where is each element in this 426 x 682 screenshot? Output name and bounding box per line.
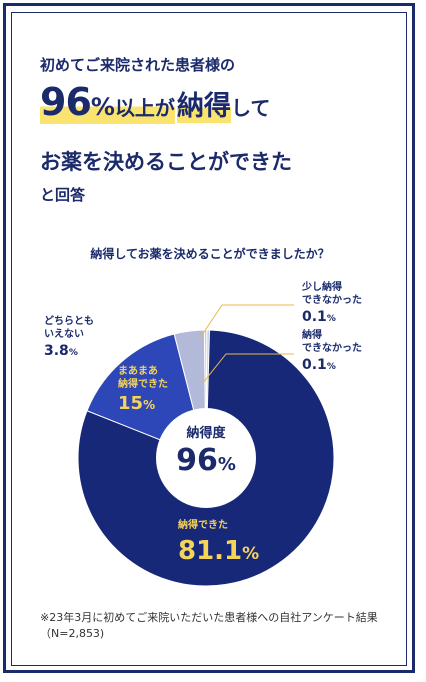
slice-label: 納得できた 81.1% [178,520,259,567]
slice-value: 15% [118,393,168,416]
center-value: 96% [156,442,256,480]
donut-hole [156,408,256,508]
center-label: 納得度 96% [156,426,256,480]
inner-frame [11,12,407,666]
center-value-unit: % [217,454,236,476]
footnote: ※23年3月に初めてご来院いただいた患者様への自社アンケート結果（N=2,853… [40,611,378,640]
slice-label-text: 少し納得 [302,282,342,293]
chart-title: 納得してお薬を決めることができましたか？ [90,247,330,261]
slice-value-unit: % [326,362,336,372]
headline-line2: 96%以上が 納得 して [40,80,270,124]
slice-label-text: できなかった [302,294,362,306]
slice-label-text: どちらとも [44,316,94,327]
center-value-number: 96 [176,443,218,479]
slice-label-text: できなかった [302,342,362,354]
slice-label-text: いえない [44,328,84,340]
slice-label-text: 納得できた [118,378,168,390]
slice-value: 0.1% [302,309,362,327]
slice-value-number: 3.8 [44,343,69,359]
headline-above: 以上が [114,96,175,120]
headline-line1: 初めてご来院された患者様の [40,56,236,74]
slice-value-unit: % [326,314,336,324]
headline-keyword: 納得 [176,91,231,122]
slice-label: 少し納得 できなかった 0.1% [302,282,362,327]
slice-value-unit: % [68,348,78,358]
headline-shite: して [230,96,271,120]
center-title: 納得度 [186,426,226,441]
slice-label: 納得 できなかった 0.1% [302,330,362,375]
slice-label-text: 納得 [302,330,322,341]
slice-value-number: 81.1 [178,535,243,566]
slice-label-text: 納得できた [178,520,228,531]
slice-value-unit: % [242,543,260,564]
headline-line3: お薬を決めることができた [40,150,292,174]
slice-value-number: 0.1 [302,309,327,325]
slice-label-text: まあまあ [118,366,158,377]
headline-percent: 96 [40,80,92,124]
leader-line [199,304,294,339]
headline-highlight: 96%以上が [40,80,175,124]
slice-value-number: 15 [118,393,144,414]
slice-label: どちらとも いえない 3.8% [44,316,94,361]
slice-value: 3.8% [44,343,94,361]
outer-frame [3,3,415,673]
slice-value: 81.1% [178,535,259,568]
headline-line4: と回答 [40,186,86,204]
headline-keyword-highlight: 納得 [176,84,231,123]
slice-value-number: 0.1 [302,357,327,373]
slice-value: 0.1% [302,357,362,375]
slice-label: まあまあ 納得できた 15% [118,366,168,416]
slice-value-unit: % [143,398,156,412]
headline-percent-sign: % [90,93,115,121]
leader-line [201,353,294,385]
